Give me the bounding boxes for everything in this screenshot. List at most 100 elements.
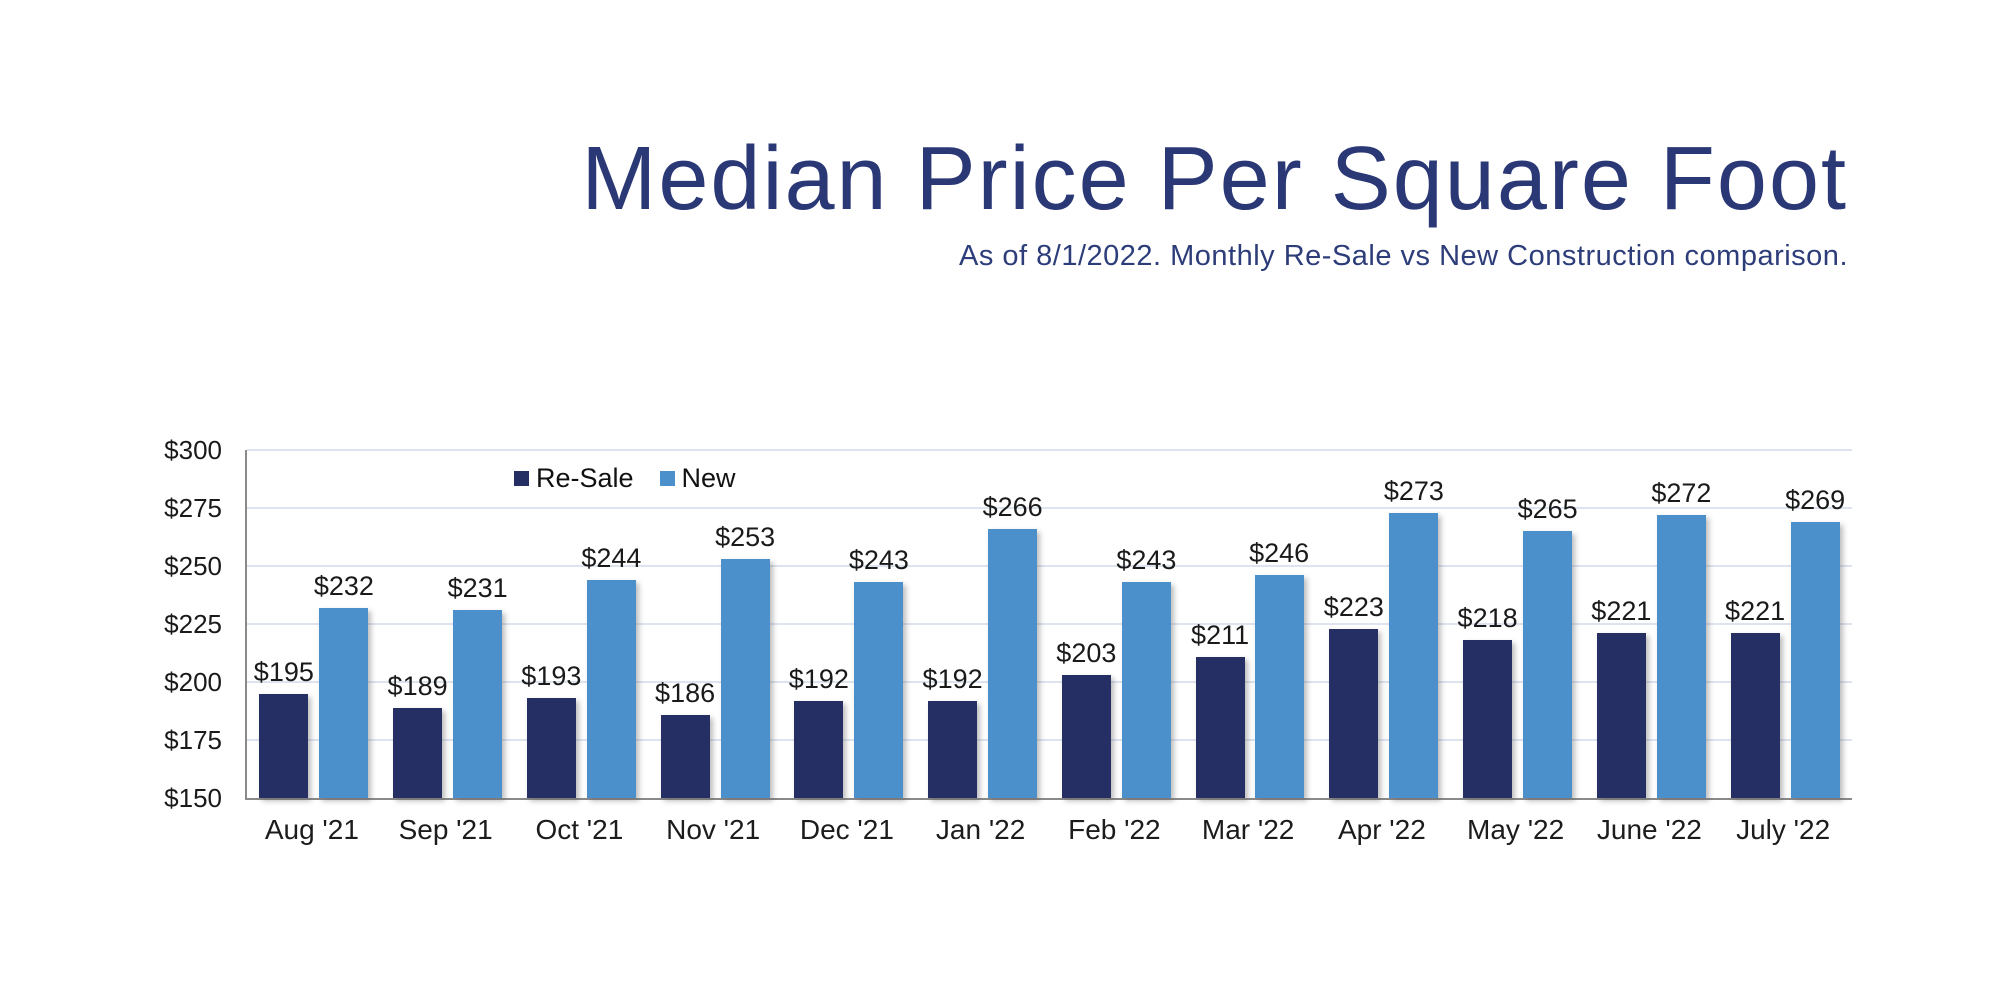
bar-resale xyxy=(1730,633,1780,798)
bar-resale xyxy=(1329,628,1379,798)
x-axis-labels: Aug '21 Sep '21 Oct '21 Nov '21 Dec '21 Jan '… xyxy=(245,814,1850,846)
bar-value-label: $193 xyxy=(521,661,582,692)
bar-with-label: $218 xyxy=(1458,603,1518,798)
bar-resale xyxy=(1463,640,1513,798)
bar-with-label: $193 xyxy=(521,661,581,798)
bar-new xyxy=(1790,521,1840,798)
bar-with-label: $246 xyxy=(1249,538,1309,798)
legend: Re-Sale New xyxy=(514,463,736,494)
bar-with-label: $211 xyxy=(1191,620,1249,798)
x-tick-label: Jan '22 xyxy=(935,814,1026,845)
bar-resale xyxy=(928,700,978,798)
bar-value-label: $218 xyxy=(1457,603,1518,634)
bar-with-label: $221 xyxy=(1725,596,1785,798)
y-tick-label: $275 xyxy=(164,493,222,523)
bar-with-label: $265 xyxy=(1518,494,1578,798)
bar-new xyxy=(720,559,770,798)
x-tick-label: Aug '21 xyxy=(264,814,359,845)
bar-resale xyxy=(794,700,844,798)
bar-group: $189 $231 xyxy=(381,450,515,798)
legend-label-resale: Re-Sale xyxy=(536,463,634,493)
bar-group: $193 $244 xyxy=(515,450,649,798)
bar-value-label: $273 xyxy=(1383,475,1444,506)
x-tick-label: Apr '22 xyxy=(1337,814,1426,845)
x-tick-label: May '22 xyxy=(1467,814,1565,845)
y-tick-label: $300 xyxy=(164,435,222,465)
bar-group: $192 $266 xyxy=(916,450,1050,798)
bar-new xyxy=(1523,531,1573,798)
bar-value-label: $269 xyxy=(1785,484,1846,515)
y-tick-label: $250 xyxy=(164,551,222,581)
bar-value-label: $192 xyxy=(922,663,983,694)
bar-value-label: $203 xyxy=(1056,638,1117,668)
bar-resale xyxy=(660,714,710,798)
chart-title: Median Price Per Square Foot xyxy=(581,129,1848,229)
bar-group: $221 $269 xyxy=(1718,450,1852,798)
bar-group: $218 $265 xyxy=(1451,450,1585,798)
bar-with-label: $221 xyxy=(1591,596,1651,798)
bar-with-label: $223 xyxy=(1324,592,1384,798)
bar-value-label: $243 xyxy=(1116,545,1177,576)
bar-with-label: $195 xyxy=(254,657,314,798)
bar-value-label: $189 xyxy=(387,670,448,701)
y-tick-label: $200 xyxy=(164,667,222,697)
x-tick-label: Dec '21 xyxy=(799,814,894,845)
bar-resale xyxy=(1061,675,1111,798)
gridline xyxy=(247,507,1852,509)
bar-with-label: $232 xyxy=(314,571,374,798)
bar-new xyxy=(1121,582,1171,798)
bar-group: $203 $243 xyxy=(1050,450,1184,798)
bar-resale xyxy=(393,707,443,798)
bar-with-label: $189 xyxy=(387,670,448,798)
bar-group: $211 $246 xyxy=(1183,450,1317,798)
bar-with-label: $273 xyxy=(1384,476,1444,798)
bar-with-label: $243 xyxy=(1116,545,1176,798)
bar-resale xyxy=(526,698,576,798)
bar-value-label: $246 xyxy=(1249,538,1310,569)
bar-value-label: $232 xyxy=(313,570,374,601)
bar-new xyxy=(988,528,1038,798)
bar-with-label: $231 xyxy=(448,573,508,798)
bar-new xyxy=(453,610,503,798)
bar-with-label: $186 xyxy=(655,678,715,798)
bar-value-label: $221 xyxy=(1725,596,1786,627)
bar-new xyxy=(854,582,904,798)
gridline xyxy=(247,681,1852,683)
bar-group: $223 $273 xyxy=(1317,450,1451,798)
bar-value-label: $272 xyxy=(1651,478,1712,508)
bar-value-label: $231 xyxy=(447,573,508,604)
bar-new xyxy=(319,607,369,798)
bar-with-label: $269 xyxy=(1785,485,1845,798)
bar-group: $195 $232 xyxy=(247,450,381,798)
gridline xyxy=(247,623,1852,625)
bar-with-label: $244 xyxy=(581,543,641,798)
gridline xyxy=(247,739,1852,741)
legend-swatch-new xyxy=(659,471,675,486)
plot-area: Re-Sale New $195 $232 $189 $231 $193 $244 $186… xyxy=(245,449,1852,800)
bar-value-label: $223 xyxy=(1323,591,1384,622)
x-tick-label: Nov '21 xyxy=(666,814,761,845)
x-tick-label: Feb '22 xyxy=(1068,814,1161,845)
x-tick-label: July '22 xyxy=(1736,814,1831,845)
bar-new xyxy=(586,579,636,798)
bar-value-label: $195 xyxy=(253,656,314,687)
bar-value-label: $192 xyxy=(788,663,849,694)
bar-with-label: $266 xyxy=(983,492,1043,798)
y-tick-label: $225 xyxy=(164,609,222,639)
bar-resale xyxy=(1596,633,1646,798)
bar-resale xyxy=(1195,656,1245,798)
x-tick-label: June '22 xyxy=(1596,814,1702,845)
bar-resale xyxy=(259,693,309,798)
y-tick-label: $175 xyxy=(164,725,222,755)
bar-new xyxy=(1254,575,1304,798)
bar-with-label: $243 xyxy=(849,545,909,798)
bar-group: $192 $243 xyxy=(782,450,916,798)
bar-with-label: $203 xyxy=(1056,638,1116,798)
bar-with-label: $272 xyxy=(1651,478,1711,798)
chart-subtitle: As of 8/1/2022. Monthly Re-Sale vs New C… xyxy=(958,240,1848,272)
bar-groups: $195 $232 $189 $231 $193 $244 $186 $253 $192 $243… xyxy=(247,450,1852,798)
x-tick-label: Mar '22 xyxy=(1201,814,1295,845)
bar-value-label: $253 xyxy=(715,522,776,552)
bar-value-label: $221 xyxy=(1591,596,1652,627)
bar-value-label: $244 xyxy=(581,542,642,573)
